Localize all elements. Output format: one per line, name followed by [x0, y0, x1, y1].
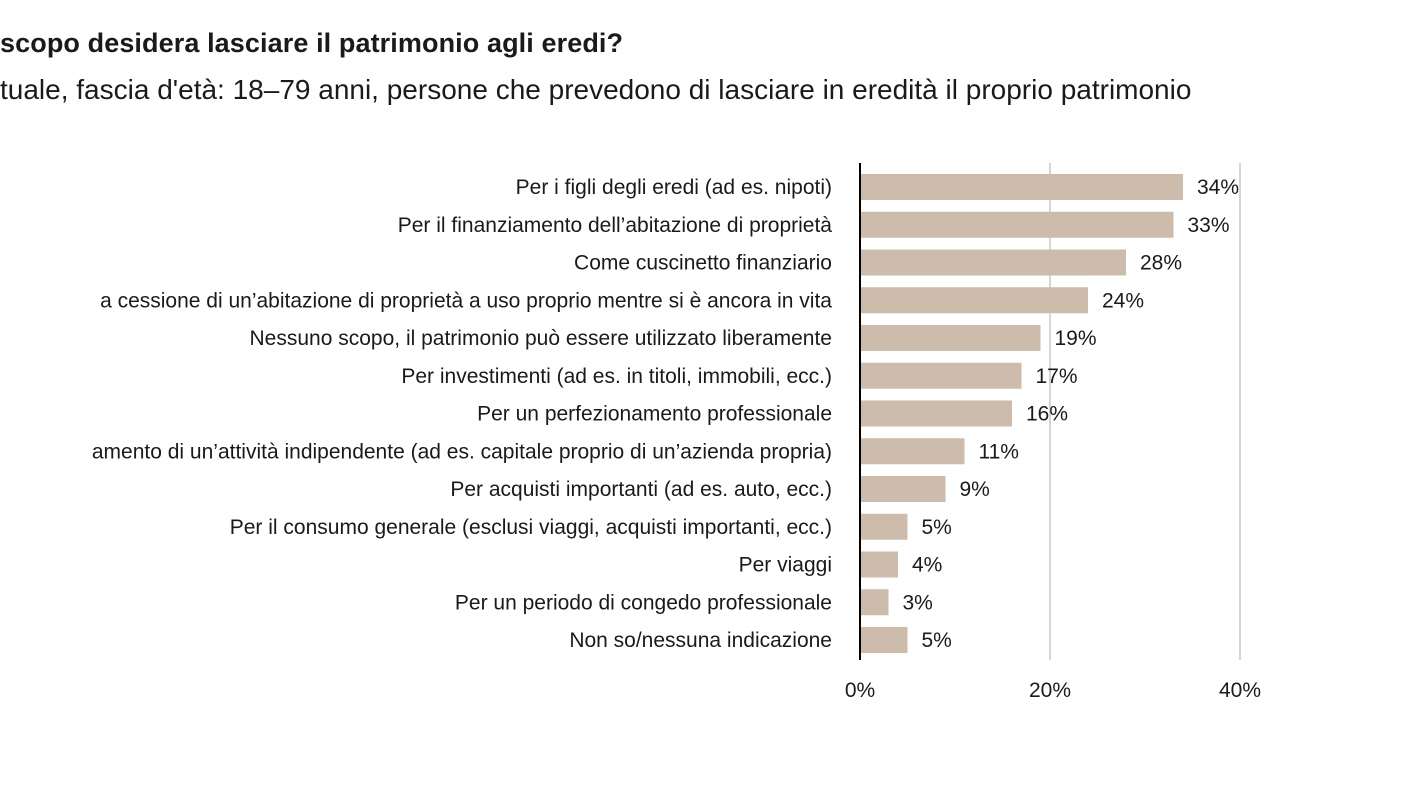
bar — [860, 400, 1012, 427]
value-label: 16% — [1026, 403, 1068, 426]
value-label: 4% — [912, 554, 942, 577]
bar — [860, 551, 898, 578]
bar — [860, 249, 1126, 276]
value-label: 17% — [1036, 365, 1078, 388]
category-label: Per un perfezionamento professionale — [477, 403, 832, 426]
bar — [860, 287, 1088, 314]
bar — [860, 476, 946, 502]
x-tick-label: 40% — [1219, 679, 1261, 702]
bar — [860, 174, 1183, 200]
category-label: Per un periodo di congedo professionale — [455, 591, 832, 614]
value-label: 5% — [922, 516, 952, 539]
bar — [860, 513, 908, 540]
chart-title: scopo desidera lasciare il patrimonio ag… — [0, 28, 624, 58]
bar — [860, 589, 889, 616]
value-label: 11% — [979, 440, 1019, 463]
value-label: 34% — [1197, 176, 1239, 199]
category-label: Per viaggi — [739, 554, 832, 577]
value-label: 19% — [1055, 327, 1097, 350]
value-label: 33% — [1188, 214, 1230, 237]
value-label: 9% — [960, 478, 990, 501]
value-label: 24% — [1102, 289, 1144, 312]
category-label: Per il finanziamento dell’abitazione di … — [398, 214, 833, 237]
bar — [860, 627, 908, 653]
value-label: 3% — [903, 591, 933, 614]
category-label: a cessione di un’abitazione di proprietà… — [100, 289, 832, 312]
chart-subtitle: tuale, fascia d'età: 18–79 anni, persone… — [0, 74, 1192, 105]
bar — [860, 325, 1041, 351]
bar — [860, 211, 1174, 238]
bar — [860, 438, 965, 465]
value-label: 5% — [922, 629, 952, 652]
category-label: Nessuno scopo, il patrimonio può essere … — [250, 327, 832, 350]
category-label: Come cuscinetto finanziario — [574, 252, 832, 275]
category-label: Per investimenti (ad es. in titoli, immo… — [401, 365, 832, 388]
category-label: Non so/nessuna indicazione — [569, 629, 832, 652]
value-label: 28% — [1140, 252, 1182, 275]
category-label: amento di un’attività indipendente (ad e… — [92, 440, 832, 463]
category-label: Per acquisti importanti (ad es. auto, ec… — [450, 478, 832, 501]
x-tick-label: 0% — [845, 679, 875, 702]
category-label: Per i figli degli eredi (ad es. nipoti) — [516, 176, 832, 199]
category-label: Per il consumo generale (esclusi viaggi,… — [230, 516, 832, 539]
bar — [860, 362, 1022, 389]
x-tick-label: 20% — [1029, 679, 1071, 702]
